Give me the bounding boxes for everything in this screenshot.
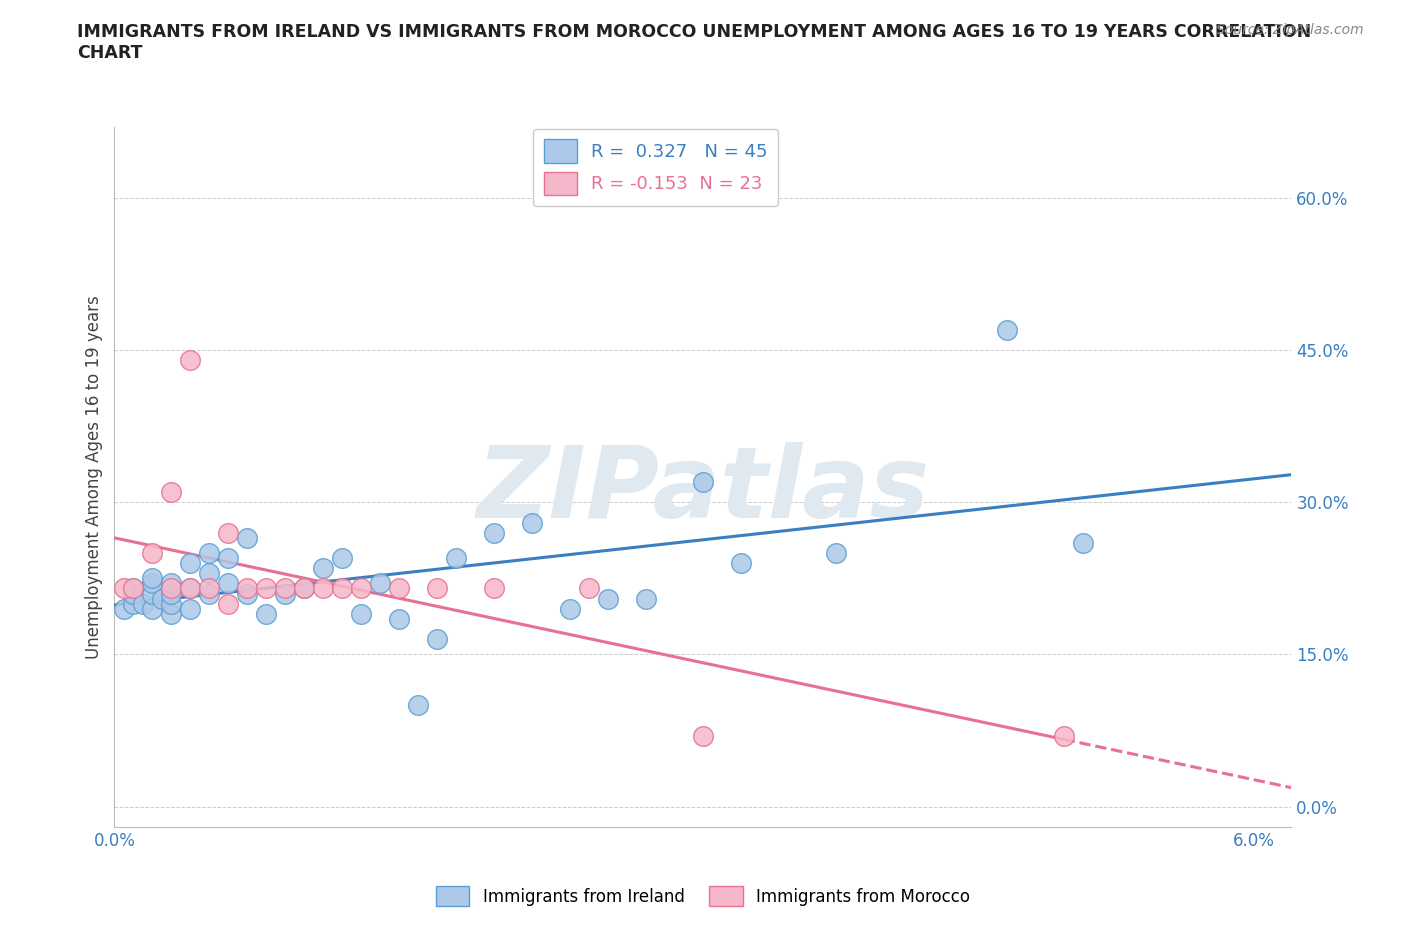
- Point: [292, 581, 315, 596]
- Point: [141, 602, 163, 617]
- Point: [141, 586, 163, 601]
- Point: [160, 586, 183, 601]
- Point: [179, 581, 201, 596]
- Point: [160, 581, 183, 596]
- Point: [160, 485, 183, 499]
- Point: [634, 591, 657, 606]
- Point: [141, 571, 163, 586]
- Point: [150, 591, 173, 606]
- Point: [179, 581, 201, 596]
- Point: [217, 525, 239, 540]
- Point: [482, 581, 505, 596]
- Point: [112, 602, 135, 617]
- Point: [217, 596, 239, 611]
- Point: [426, 631, 449, 646]
- Point: [122, 581, 145, 596]
- Point: [1071, 536, 1094, 551]
- Point: [179, 352, 201, 367]
- Point: [388, 581, 411, 596]
- Point: [292, 581, 315, 596]
- Point: [578, 581, 600, 596]
- Point: [692, 728, 714, 743]
- Point: [692, 474, 714, 489]
- Point: [217, 576, 239, 591]
- Point: [236, 530, 259, 545]
- Point: [596, 591, 619, 606]
- Point: [406, 698, 429, 712]
- Point: [388, 612, 411, 627]
- Point: [350, 606, 373, 621]
- Point: [198, 546, 221, 561]
- Y-axis label: Unemployment Among Ages 16 to 19 years: Unemployment Among Ages 16 to 19 years: [86, 295, 103, 658]
- Text: ZIPatlas: ZIPatlas: [477, 443, 929, 539]
- Point: [112, 581, 135, 596]
- Point: [330, 551, 353, 565]
- Point: [274, 581, 297, 596]
- Legend: Immigrants from Ireland, Immigrants from Morocco: Immigrants from Ireland, Immigrants from…: [429, 880, 977, 912]
- Point: [160, 606, 183, 621]
- Point: [312, 561, 335, 576]
- Point: [198, 581, 221, 596]
- Point: [520, 515, 543, 530]
- Legend: R =  0.327   N = 45, R = -0.153  N = 23: R = 0.327 N = 45, R = -0.153 N = 23: [533, 128, 779, 206]
- Point: [236, 586, 259, 601]
- Point: [217, 551, 239, 565]
- Point: [824, 546, 846, 561]
- Point: [160, 596, 183, 611]
- Point: [198, 586, 221, 601]
- Point: [122, 586, 145, 601]
- Point: [368, 576, 391, 591]
- Point: [330, 581, 353, 596]
- Point: [995, 322, 1018, 337]
- Point: [141, 546, 163, 561]
- Point: [274, 586, 297, 601]
- Point: [482, 525, 505, 540]
- Point: [426, 581, 449, 596]
- Point: [132, 596, 155, 611]
- Text: Source: ZipAtlas.com: Source: ZipAtlas.com: [1216, 23, 1364, 37]
- Point: [444, 551, 467, 565]
- Point: [1053, 728, 1076, 743]
- Point: [198, 565, 221, 580]
- Point: [179, 555, 201, 570]
- Point: [558, 602, 581, 617]
- Point: [141, 576, 163, 591]
- Point: [730, 555, 752, 570]
- Point: [236, 581, 259, 596]
- Point: [254, 606, 277, 621]
- Point: [312, 581, 335, 596]
- Point: [122, 581, 145, 596]
- Point: [350, 581, 373, 596]
- Point: [122, 596, 145, 611]
- Text: IMMIGRANTS FROM IRELAND VS IMMIGRANTS FROM MOROCCO UNEMPLOYMENT AMONG AGES 16 TO: IMMIGRANTS FROM IRELAND VS IMMIGRANTS FR…: [77, 23, 1312, 62]
- Point: [179, 602, 201, 617]
- Point: [160, 576, 183, 591]
- Point: [254, 581, 277, 596]
